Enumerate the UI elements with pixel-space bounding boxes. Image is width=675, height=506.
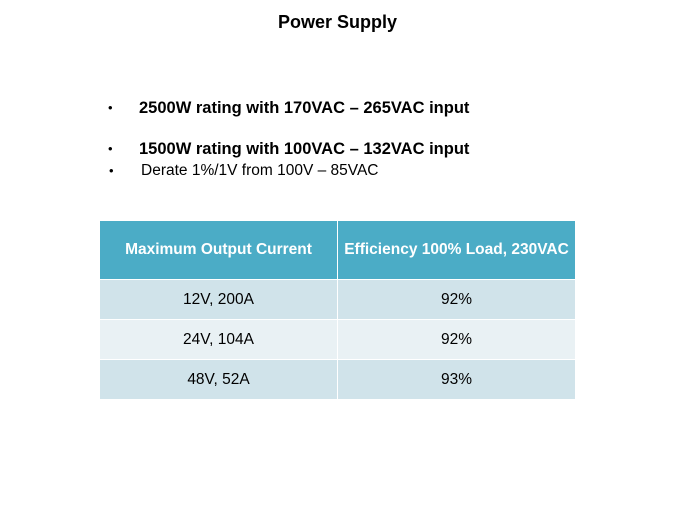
column-header: Maximum Output Current [99,220,338,280]
bullet-list: 2500W rating with 170VAC – 265VAC input 1… [108,98,469,181]
sub-bullet: Derate 1%/1V from 100V – 85VAC [77,161,469,181]
table-cell: 92% [337,279,576,320]
table-cell: 93% [337,359,576,400]
table-row: 48V, 52A 93% [99,359,576,400]
table-cell: 12V, 200A [99,279,338,320]
table-row: 24V, 104A 92% [99,319,576,360]
title: Power Supply [277,12,398,32]
table-row: 12V, 200A 92% [99,279,576,320]
bullet: 2500W rating with 170VAC – 265VAC input [108,98,469,118]
bullet: 1500W rating with 100VAC – 132VAC input [108,139,469,159]
table-cell: 24V, 104A [99,319,338,360]
table: Maximum Output Current Efficiency 100% Lo… [99,220,576,400]
column-header: Efficiency 100% Load, 230VAC [337,220,576,280]
table-cell: 92% [337,319,576,360]
table-cell: 48V, 52A [99,359,338,400]
